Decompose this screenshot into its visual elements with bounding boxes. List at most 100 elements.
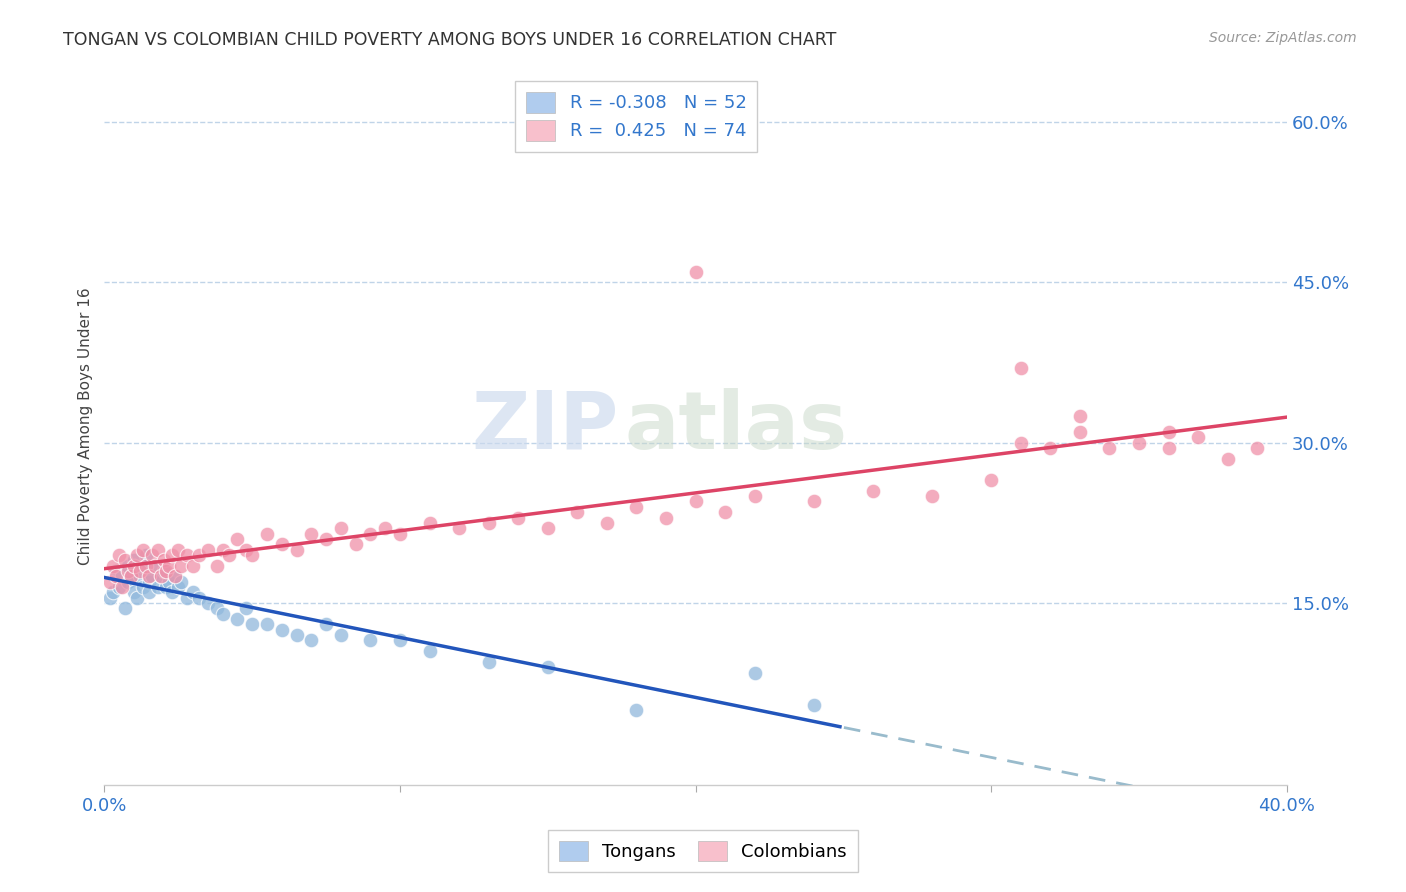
Point bbox=[188, 591, 211, 605]
Point bbox=[285, 542, 308, 557]
Point bbox=[240, 548, 263, 562]
Point bbox=[299, 526, 322, 541]
Point bbox=[714, 505, 737, 519]
Point bbox=[980, 473, 1002, 487]
Point bbox=[146, 580, 169, 594]
Point bbox=[157, 558, 180, 573]
Point bbox=[359, 526, 381, 541]
Point bbox=[135, 558, 157, 573]
Point bbox=[655, 510, 678, 524]
Point bbox=[149, 569, 172, 583]
Point bbox=[162, 585, 184, 599]
Point bbox=[197, 542, 219, 557]
Point bbox=[117, 558, 139, 573]
Point bbox=[98, 591, 121, 605]
Point bbox=[122, 585, 145, 599]
Point bbox=[388, 526, 411, 541]
Point bbox=[108, 548, 131, 562]
Point bbox=[125, 591, 148, 605]
Point bbox=[1187, 430, 1209, 444]
Point bbox=[138, 574, 160, 589]
Point bbox=[1216, 451, 1239, 466]
Point bbox=[235, 601, 257, 615]
Point bbox=[155, 580, 177, 594]
Point bbox=[111, 580, 134, 594]
Point bbox=[117, 574, 139, 589]
Point bbox=[149, 569, 172, 583]
Point bbox=[120, 569, 142, 583]
Point bbox=[685, 265, 707, 279]
Point bbox=[105, 569, 128, 583]
Legend: R = -0.308   N = 52, R =  0.425   N = 74: R = -0.308 N = 52, R = 0.425 N = 74 bbox=[516, 81, 758, 152]
Point bbox=[205, 601, 228, 615]
Point bbox=[157, 574, 180, 589]
Point bbox=[132, 542, 155, 557]
Point bbox=[1128, 435, 1150, 450]
Point bbox=[596, 516, 619, 530]
Point bbox=[152, 553, 174, 567]
Point bbox=[1157, 441, 1180, 455]
Point bbox=[626, 500, 648, 514]
Point bbox=[240, 617, 263, 632]
Point bbox=[419, 644, 441, 658]
Point bbox=[132, 580, 155, 594]
Point bbox=[181, 585, 204, 599]
Point bbox=[270, 623, 292, 637]
Point bbox=[344, 537, 367, 551]
Point bbox=[143, 558, 166, 573]
Y-axis label: Child Poverty Among Boys Under 16: Child Poverty Among Boys Under 16 bbox=[79, 288, 93, 566]
Point bbox=[98, 574, 121, 589]
Point bbox=[626, 703, 648, 717]
Point bbox=[270, 537, 292, 551]
Point bbox=[165, 569, 187, 583]
Point bbox=[449, 521, 471, 535]
Point bbox=[170, 558, 193, 573]
Point bbox=[235, 542, 257, 557]
Point bbox=[135, 548, 157, 562]
Point bbox=[188, 548, 211, 562]
Point bbox=[1157, 425, 1180, 439]
Point bbox=[567, 505, 589, 519]
Point bbox=[141, 569, 163, 583]
Point bbox=[744, 489, 766, 503]
Point bbox=[685, 494, 707, 508]
Point bbox=[1010, 435, 1032, 450]
Point bbox=[114, 553, 136, 567]
Point bbox=[1098, 441, 1121, 455]
Point bbox=[329, 521, 352, 535]
Point bbox=[155, 564, 177, 578]
Point bbox=[122, 553, 145, 567]
Point bbox=[329, 628, 352, 642]
Legend: Tongans, Colombians: Tongans, Colombians bbox=[548, 830, 858, 872]
Point bbox=[165, 569, 187, 583]
Point bbox=[1069, 425, 1091, 439]
Point bbox=[315, 532, 337, 546]
Point bbox=[388, 633, 411, 648]
Point bbox=[508, 510, 530, 524]
Point bbox=[803, 698, 825, 712]
Point bbox=[128, 564, 150, 578]
Point bbox=[1069, 409, 1091, 423]
Point bbox=[117, 564, 139, 578]
Point bbox=[132, 558, 155, 573]
Text: ZIP: ZIP bbox=[471, 388, 619, 466]
Point bbox=[167, 542, 190, 557]
Point bbox=[120, 569, 142, 583]
Point bbox=[128, 569, 150, 583]
Point bbox=[143, 558, 166, 573]
Point bbox=[197, 596, 219, 610]
Point bbox=[1246, 441, 1268, 455]
Point bbox=[921, 489, 943, 503]
Point bbox=[205, 558, 228, 573]
Point bbox=[162, 548, 184, 562]
Point bbox=[125, 548, 148, 562]
Text: Source: ZipAtlas.com: Source: ZipAtlas.com bbox=[1209, 31, 1357, 45]
Point bbox=[1010, 360, 1032, 375]
Point bbox=[1039, 441, 1062, 455]
Point bbox=[211, 607, 233, 621]
Point bbox=[111, 569, 134, 583]
Point bbox=[176, 548, 198, 562]
Point bbox=[211, 542, 233, 557]
Point bbox=[226, 532, 249, 546]
Text: TONGAN VS COLOMBIAN CHILD POVERTY AMONG BOYS UNDER 16 CORRELATION CHART: TONGAN VS COLOMBIAN CHILD POVERTY AMONG … bbox=[63, 31, 837, 49]
